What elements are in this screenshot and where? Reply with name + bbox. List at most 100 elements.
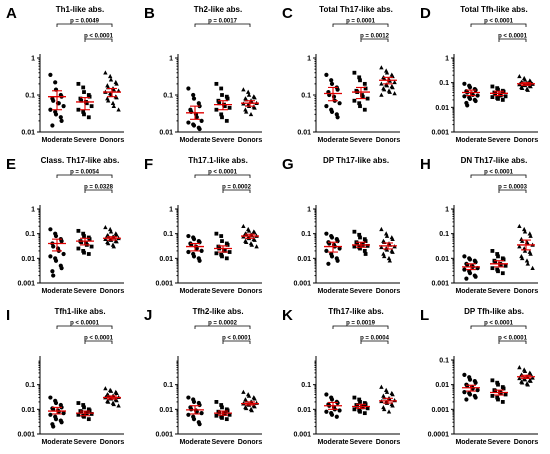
panel-h: H DN Th17-like abs. 0.001 0.01 0.1 1 Moderate S… — [420, 156, 538, 295]
data-point-moderate — [467, 96, 473, 101]
p-value-label: p = 0.0001 — [346, 19, 376, 25]
p-value-label: p < 0.0001 — [70, 321, 100, 327]
data-point-severe — [219, 234, 224, 238]
data-point-donors — [106, 241, 111, 246]
data-point-donors — [379, 244, 384, 250]
data-point-moderate — [324, 72, 329, 77]
data-point-severe — [498, 262, 503, 267]
data-point-severe — [358, 78, 362, 83]
data-point-severe — [76, 246, 81, 251]
data-point-severe — [76, 412, 81, 417]
data-point-donors — [246, 393, 252, 398]
data-point-severe — [214, 413, 219, 418]
data-point-donors — [390, 403, 395, 408]
data-point-moderate — [58, 115, 63, 120]
data-point-moderate — [59, 118, 64, 123]
data-point-donors — [520, 85, 525, 90]
significance-bracket — [84, 38, 113, 42]
p-value-label: p < 0.0001 — [484, 19, 514, 25]
category-label: Severe — [74, 137, 97, 144]
data-point-severe — [352, 229, 357, 234]
data-point-donors — [111, 401, 116, 407]
data-point-donors — [522, 77, 528, 82]
data-point-moderate — [467, 85, 473, 90]
data-point-donors — [108, 388, 114, 393]
data-point-severe — [365, 243, 370, 248]
data-point-donors — [528, 84, 533, 89]
category-label: Moderate — [455, 439, 486, 446]
data-point-severe — [357, 232, 362, 237]
category-label: Donors — [376, 288, 401, 295]
y-tick-label: 0.1 — [163, 231, 173, 238]
data-point-moderate — [194, 115, 199, 120]
category-label: Severe — [74, 439, 97, 446]
data-point-moderate — [197, 422, 202, 427]
data-point-donors — [517, 375, 522, 381]
data-point-donors — [108, 77, 114, 82]
data-point-severe — [490, 394, 495, 398]
data-point-donors — [384, 247, 390, 252]
data-point-donors — [384, 233, 390, 238]
data-point-severe — [82, 90, 86, 94]
panel-letter: F — [144, 156, 153, 173]
data-point-donors — [390, 249, 395, 254]
y-tick-label: 1 — [31, 207, 35, 214]
data-point-donors — [517, 244, 522, 249]
data-point-moderate — [329, 412, 335, 417]
data-point-severe — [360, 94, 365, 99]
data-point-severe — [362, 81, 367, 86]
data-point-severe — [82, 414, 86, 419]
data-point-severe — [493, 260, 498, 265]
data-point-moderate — [475, 93, 480, 98]
data-point-moderate — [462, 94, 467, 99]
data-point-moderate — [324, 248, 329, 254]
data-point-donors — [252, 237, 257, 242]
data-point-severe — [76, 228, 81, 233]
data-point-moderate — [50, 269, 55, 274]
data-point-severe — [87, 237, 92, 242]
data-point-severe — [503, 392, 508, 397]
data-point-donors — [522, 368, 528, 374]
y-tick-label: 0.001 — [431, 130, 449, 137]
data-point-severe — [220, 93, 224, 97]
y-tick-label: 1 — [307, 207, 311, 214]
data-point-severe — [86, 252, 91, 256]
data-point-severe — [222, 249, 227, 253]
data-point-severe — [220, 254, 224, 259]
data-point-donors — [108, 229, 114, 234]
data-point-moderate — [191, 399, 197, 405]
data-point-moderate — [48, 412, 53, 417]
panel-letter: E — [6, 156, 16, 173]
data-point-moderate — [199, 411, 204, 416]
data-point-severe — [82, 405, 86, 410]
y-tick-label: 0.001 — [17, 432, 35, 439]
data-point-severe — [79, 409, 84, 414]
panel-letter: C — [282, 5, 293, 22]
y-tick-label: 0.001 — [17, 281, 35, 288]
data-point-severe — [76, 107, 81, 112]
data-point-moderate — [337, 408, 342, 413]
data-point-donors — [525, 382, 530, 387]
p-value-label: p = 0.0328 — [84, 185, 114, 191]
y-tick-label: 0.1 — [439, 358, 449, 365]
data-point-severe — [81, 403, 86, 407]
y-tick-label: 0.001 — [431, 281, 449, 288]
data-point-moderate — [329, 254, 335, 259]
data-point-severe — [490, 378, 495, 383]
data-point-severe — [503, 94, 508, 99]
data-point-donors — [106, 399, 111, 404]
data-point-moderate — [462, 389, 467, 395]
data-point-donors — [241, 223, 246, 229]
data-point-moderate — [473, 98, 478, 104]
data-point-severe — [358, 400, 362, 404]
data-point-moderate — [51, 273, 56, 278]
data-point-moderate — [329, 235, 335, 240]
category-label: Donors — [376, 137, 401, 144]
y-tick-label: 0.01 — [21, 130, 35, 137]
data-point-donors — [522, 229, 528, 234]
data-point-moderate — [335, 258, 340, 263]
category-label: Severe — [488, 288, 511, 295]
data-point-moderate — [467, 392, 473, 397]
data-point-donors — [530, 375, 535, 380]
